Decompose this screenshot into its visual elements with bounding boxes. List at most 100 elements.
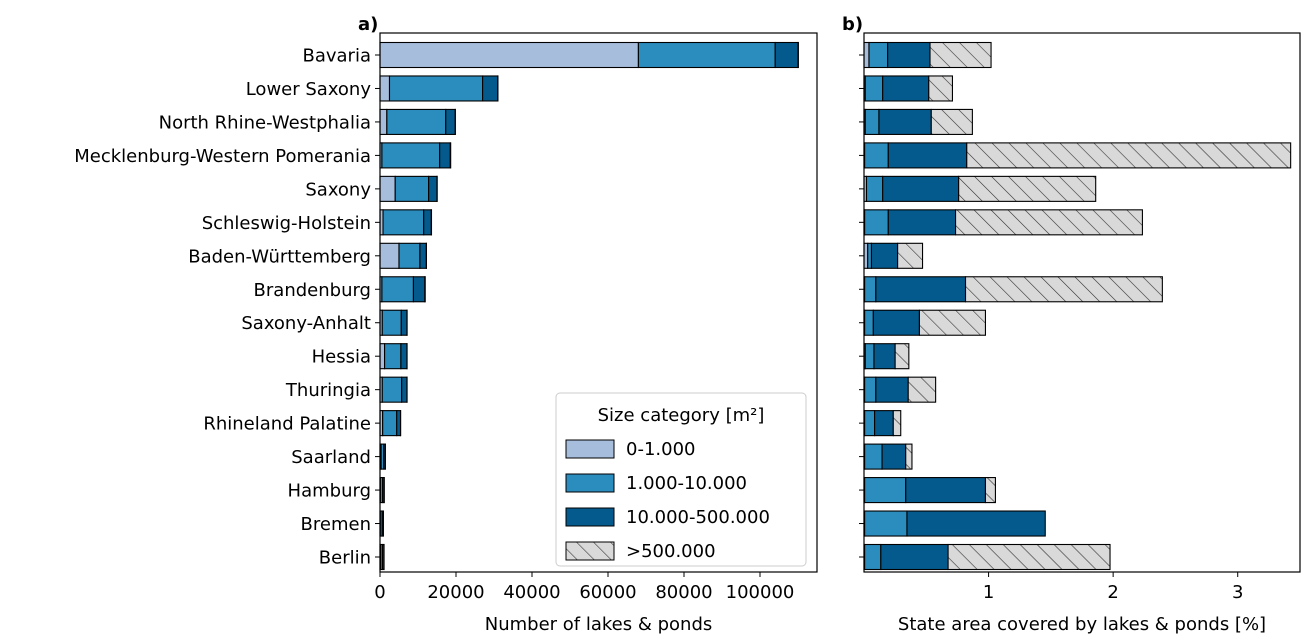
bar-lower-saxony-0-1-000 (380, 76, 390, 101)
bar-baden-w-rttemberg-10-000-500-000 (420, 243, 426, 268)
x-tick-label: 2 (1107, 582, 1118, 603)
x-tick-label: 80000 (655, 582, 712, 603)
bar-hessia-500-000 (895, 344, 909, 369)
y-tick-label: North Rhine-Westphalia (159, 112, 371, 133)
bar-north-rhine-westphalia-10-000-500-000 (879, 109, 931, 134)
y-tick-label: Rhineland Palatine (203, 414, 371, 435)
bar-saxony-anhalt-10-000-500-000 (873, 310, 919, 335)
x-axis-label: State area covered by lakes & ponds [%] (898, 614, 1266, 635)
bar-rhineland-palatine-10-000-500-000 (875, 411, 894, 436)
bar-thuringia-10-000-500-000 (876, 377, 908, 402)
bar-hessia-10-000-500-000 (401, 344, 407, 369)
panel-label: a) (358, 14, 378, 35)
y-tick-label: Berlin (319, 548, 371, 569)
bar-saxony-0-1-000 (380, 176, 395, 201)
bar-lower-saxony-10-000-500-000 (483, 76, 498, 101)
bar-saxony-anhalt-1-000-10-000 (865, 310, 874, 335)
bar-bavaria-1-000-10-000 (869, 43, 888, 68)
bar-brandenburg-10-000-500-000 (876, 277, 966, 302)
bar-lower-saxony-10-000-500-000 (883, 76, 929, 101)
legend-swatch-0-1-000 (566, 440, 614, 458)
bar-brandenburg-500-000 (966, 277, 1163, 302)
y-tick-label: Baden-Württemberg (188, 246, 371, 267)
legend-label: 0-1.000 (626, 439, 695, 460)
x-tick-label: 1 (983, 582, 994, 603)
bar-baden-w-rttemberg-10-000-500-000 (871, 243, 897, 268)
bar-lower-saxony-500-000 (929, 76, 953, 101)
bar-schleswig-holstein-10-000-500-000 (888, 210, 955, 235)
bar-lower-saxony-1-000-10-000 (390, 76, 483, 101)
bar-bremen-1-000-10-000 (865, 511, 907, 536)
x-tick-label: 100000 (726, 582, 795, 603)
bar-bavaria-0-1-000 (864, 43, 869, 68)
bar-rhineland-palatine-1-000-10-000 (865, 411, 875, 436)
y-tick-label: Saxony (305, 179, 371, 200)
bar-berlin-10-000-500-000 (881, 545, 948, 570)
bar-baden-w-rttemberg-1-000-10-000 (868, 243, 872, 268)
legend-swatch-500-000 (566, 542, 614, 560)
legend-title: Size category [m²] (598, 405, 765, 426)
bar-north-rhine-westphalia-1-000-10-000 (865, 109, 879, 134)
bar-north-rhine-westphalia-10-000-500-000 (446, 109, 456, 134)
bar-saxony-anhalt-1-000-10-000 (382, 310, 401, 335)
bar-brandenburg-1-000-10-000 (382, 277, 414, 302)
x-tick-label: 60000 (579, 582, 636, 603)
bar-baden-w-rttemberg-1-000-10-000 (399, 243, 420, 268)
bar-thuringia-10-000-500-000 (402, 377, 407, 402)
legend: Size category [m²]0-1.0001.000-10.00010.… (556, 393, 806, 566)
bar-hessia-1-000-10-000 (865, 344, 874, 369)
x-tick-label: 3 (1232, 582, 1243, 603)
bar-schleswig-holstein-10-000-500-000 (424, 210, 432, 235)
bar-baden-w-rttemberg-0-1-000 (380, 243, 399, 268)
bar-rhineland-palatine-10-000-500-000 (397, 411, 401, 436)
bar-saarland-10-000-500-000 (882, 444, 906, 469)
bar-north-rhine-westphalia-1-000-10-000 (387, 109, 446, 134)
legend-swatch-1-000-10-000 (566, 474, 614, 492)
bar-schleswig-holstein-500-000 (956, 210, 1143, 235)
bar-bavaria-500-000 (930, 43, 991, 68)
bar-schleswig-holstein-1-000-10-000 (383, 210, 424, 235)
y-tick-label: Lower Saxony (246, 79, 372, 100)
x-tick-label: 40000 (503, 582, 560, 603)
bar-brandenburg-1-000-10-000 (865, 277, 876, 302)
bar-mecklenburg-western-pomerania-1-000-10-000 (865, 143, 889, 168)
bar-saxony-10-000-500-000 (429, 176, 437, 201)
bar-thuringia-1-000-10-000 (865, 377, 876, 402)
y-tick-label: Schleswig-Holstein (202, 213, 371, 234)
legend-swatch-10-000-500-000 (566, 508, 614, 526)
bar-berlin-500-000 (948, 545, 1110, 570)
bar-bremen-10-000-500-000 (907, 511, 1045, 536)
y-tick-label: Saxony-Anhalt (241, 313, 371, 334)
y-tick-label: Bremen (301, 514, 371, 535)
bar-saxony-anhalt-10-000-500-000 (401, 310, 407, 335)
bar-hamburg-10-000-500-000 (906, 478, 986, 503)
y-tick-label: Thuringia (285, 380, 371, 401)
bar-bavaria-1-000-10-000 (638, 43, 775, 68)
x-tick-label: 0 (374, 582, 385, 603)
legend-label: 1.000-10.000 (626, 473, 747, 494)
panel-b: 1 2 3 State area covered by lakes & ponds [… (842, 14, 1300, 635)
x-tick-label: 20000 (427, 582, 484, 603)
bar-rhineland-palatine-1-000-10-000 (383, 411, 397, 436)
bar-lower-saxony-1-000-10-000 (865, 76, 882, 101)
bar-saxony-500-000 (959, 176, 1096, 201)
x-axis-label: Number of lakes & ponds (485, 614, 713, 635)
y-tick-label: Hamburg (288, 481, 371, 502)
bar-baden-w-rttemberg-500-000 (898, 243, 923, 268)
bar-hessia-10-000-500-000 (874, 344, 895, 369)
y-tick-label: Bavaria (303, 46, 372, 67)
y-tick-label: Mecklenburg-Western Pomerania (74, 146, 371, 167)
bar-bavaria-0-1-000 (380, 43, 638, 68)
bar-hamburg-500-000 (985, 478, 995, 503)
legend-label: >500.000 (626, 541, 716, 562)
y-tick-label: Hessia (312, 347, 371, 368)
bar-saxony-1-000-10-000 (866, 176, 882, 201)
bar-mecklenburg-western-pomerania-1-000-10-000 (382, 143, 440, 168)
bar-hamburg-1-000-10-000 (865, 478, 906, 503)
y-tick-label: Saarland (291, 447, 371, 468)
bar-thuringia-500-000 (908, 377, 935, 402)
bar-schleswig-holstein-1-000-10-000 (865, 210, 889, 235)
bar-saarland-500-000 (906, 444, 912, 469)
